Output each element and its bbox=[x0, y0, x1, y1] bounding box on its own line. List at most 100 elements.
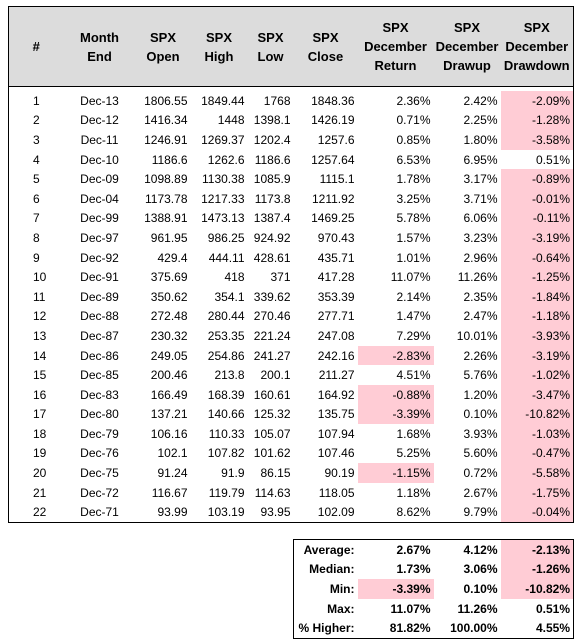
cell-december-return: 1.47% bbox=[396, 309, 431, 324]
cell-december-return: 4.51% bbox=[396, 368, 431, 383]
header-line: Drawdown bbox=[503, 58, 570, 73]
stat-value: -2.13% bbox=[500, 539, 574, 560]
stat-value: 0.51% bbox=[500, 598, 574, 619]
cell-spx-close: 277.71 bbox=[317, 309, 355, 324]
cell-month-end: Dec-92 bbox=[80, 250, 119, 265]
cell-spx-close: 164.92 bbox=[317, 387, 355, 402]
header-december-return: SPX December Return bbox=[357, 6, 434, 87]
header-line: SPX bbox=[149, 29, 176, 45]
cell-spx-high: 107.82 bbox=[207, 446, 245, 461]
cell-spx-close: 1848.36 bbox=[311, 93, 355, 108]
cell-rank: 13 bbox=[8, 326, 64, 346]
header-spx-high: SPX High bbox=[190, 6, 248, 87]
cell-spx-high: 986.25 bbox=[207, 230, 245, 245]
cell-december-drawup: 3.17% bbox=[463, 172, 498, 187]
header-line: December bbox=[364, 39, 427, 54]
cell-december-drawdown: -1.03% bbox=[500, 424, 574, 444]
cell-spx-high: 1269.37 bbox=[201, 132, 245, 147]
cell-spx-open: 961.95 bbox=[150, 230, 188, 245]
stat-value: 81.82% bbox=[357, 618, 434, 639]
cell-spx-open: 272.48 bbox=[150, 309, 188, 324]
cell-rank: 8 bbox=[8, 228, 64, 248]
table-row: 15 Dec-85 200.46 213.8 200.1 211.27 4.51% 5.76%… bbox=[8, 365, 574, 385]
cell-december-drawup: 5.76% bbox=[463, 368, 498, 383]
stat-row-average: Average: 2.67% 4.12% -2.13% bbox=[9, 539, 574, 560]
table-row: 8 Dec-97 961.95 986.25 924.92 970.43 1.57% 3.23… bbox=[8, 228, 574, 248]
cell-december-drawup: 2.67% bbox=[463, 485, 498, 500]
cell-spx-high: 213.8 bbox=[214, 368, 245, 383]
cell-spx-high: 1448 bbox=[217, 113, 245, 128]
cell-spx-open: 102.1 bbox=[157, 446, 188, 461]
header-line: December bbox=[435, 39, 499, 54]
cell-december-return: -3.39% bbox=[357, 404, 434, 425]
padding-row bbox=[8, 86, 574, 91]
header-month-end: Month End bbox=[63, 6, 136, 87]
cell-spx-high: 280.44 bbox=[207, 309, 245, 324]
cell-december-return: 2.36% bbox=[396, 93, 431, 108]
cell-december-drawup: 5.60% bbox=[463, 446, 498, 461]
cell-december-drawdown: -3.47% bbox=[500, 384, 574, 405]
cell-spx-close: 211.27 bbox=[318, 368, 355, 383]
cell-rank: 15 bbox=[8, 365, 64, 385]
cell-spx-open: 93.99 bbox=[135, 502, 191, 524]
cell-month-end: Dec-87 bbox=[80, 328, 119, 343]
cell-spx-open: 1806.55 bbox=[144, 93, 188, 108]
cell-month-end: Dec-13 bbox=[80, 93, 119, 108]
cell-rank: 17 bbox=[8, 404, 64, 425]
header-row: # Month End SPX Open SPX High SPX Low SPX Close SPX… bbox=[8, 6, 574, 87]
cell-month-end: Dec-86 bbox=[80, 348, 119, 363]
cell-december-return: 1.57% bbox=[396, 230, 431, 245]
stat-row-percent-higher: % Higher: 81.82% 100.00% 4.55% bbox=[9, 618, 574, 639]
table-body: 1 Dec-13 1806.55 1849.44 1768 1848.36 2.36% 2.4… bbox=[8, 86, 574, 639]
stat-value: 11.07% bbox=[390, 601, 431, 616]
cell-december-return: 2.14% bbox=[396, 289, 431, 304]
cell-rank: 14 bbox=[8, 345, 64, 366]
cell-spx-high: 103.19 bbox=[190, 502, 248, 524]
cell-december-drawdown: -1.28% bbox=[500, 110, 574, 131]
spx-december-table-sheet: # Month End SPX Open SPX High SPX Low SPX Close SPX… bbox=[8, 6, 574, 639]
stat-row-min: Min: -3.39% 0.10% -10.82% bbox=[9, 579, 574, 599]
stat-label: Median: bbox=[293, 559, 358, 580]
cell-spx-high: 1849.44 bbox=[201, 93, 245, 108]
cell-spx-close: 1469.25 bbox=[311, 211, 355, 226]
stat-row-max: Max: 11.07% 11.26% 0.51% bbox=[9, 598, 574, 619]
cell-december-drawup: 2.26% bbox=[463, 348, 498, 363]
table-row: 10 Dec-91 375.69 418 371 417.28 11.07% 11.26% -1… bbox=[8, 267, 574, 287]
stat-blank bbox=[9, 579, 294, 599]
cell-spx-close: 118.05 bbox=[318, 485, 355, 500]
cell-spx-close: 135.75 bbox=[317, 407, 355, 422]
stat-blank bbox=[9, 540, 294, 560]
cell-spx-low: 125.32 bbox=[253, 407, 291, 422]
cell-spx-close: 353.39 bbox=[317, 289, 355, 304]
cell-spx-open: 375.69 bbox=[150, 270, 188, 285]
cell-spx-low: 270.46 bbox=[253, 309, 291, 324]
table-row: 22 Dec-71 93.99 103.19 93.95 102.09 8.62% 9.79%… bbox=[8, 502, 574, 524]
cell-december-return: -1.15% bbox=[357, 463, 434, 483]
header-line: SPX bbox=[205, 29, 232, 45]
cell-december-drawdown: -1.18% bbox=[500, 306, 574, 327]
cell-december-drawup: 10.01% bbox=[456, 328, 498, 343]
cell-month-end: Dec-83 bbox=[80, 387, 119, 402]
cell-december-return: 5.25% bbox=[396, 446, 431, 461]
cell-month-end: Dec-09 bbox=[80, 172, 119, 187]
cell-december-drawdown: -2.09% bbox=[500, 91, 574, 111]
cell-month-end: Dec-12 bbox=[80, 113, 119, 128]
header-line: SPX bbox=[453, 20, 480, 35]
table-row: 12 Dec-88 272.48 280.44 270.46 277.71 1.47% 2.4… bbox=[8, 306, 574, 327]
cell-december-return: -2.83% bbox=[357, 345, 434, 366]
cell-spx-close: 435.71 bbox=[317, 250, 355, 265]
cell-spx-high: 140.66 bbox=[207, 407, 245, 422]
cell-december-drawdown: -5.58% bbox=[500, 463, 574, 483]
stat-value: 11.26% bbox=[457, 601, 498, 616]
cell-spx-low: 1202.4 bbox=[253, 132, 291, 147]
cell-spx-low: 339.62 bbox=[253, 289, 291, 304]
stat-value: -3.39% bbox=[357, 579, 434, 599]
cell-december-drawdown: -1.84% bbox=[500, 286, 574, 307]
cell-spx-open: 230.32 bbox=[150, 328, 188, 343]
cell-december-drawup: 6.06% bbox=[463, 211, 498, 226]
table-row: 2 Dec-12 1416.34 1448 1398.1 1426.19 0.71% 2.25… bbox=[8, 110, 574, 131]
cell-month-end: Dec-76 bbox=[80, 446, 119, 461]
stat-label: Min: bbox=[293, 579, 358, 599]
cell-spx-low: 371 bbox=[270, 270, 291, 285]
cell-spx-low: 1768 bbox=[263, 93, 291, 108]
